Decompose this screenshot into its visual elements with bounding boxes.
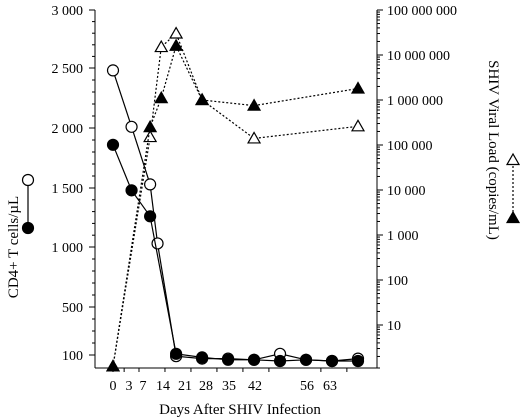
data-point-filled-circle <box>299 353 313 366</box>
data-point-filled-triangle <box>195 92 210 106</box>
y-left-axis-label: CD4+ T cells/µL <box>6 196 22 298</box>
data-point-filled-circle <box>273 354 287 368</box>
legend-filled-circle <box>21 221 35 235</box>
y-left-tick-label: 100 <box>62 349 83 364</box>
data-point-filled-circle <box>195 351 209 364</box>
y-left-tick-label: 2 000 <box>52 122 84 137</box>
y-right-axis-label: SHIV Viral Load (copies/mL) <box>485 60 501 240</box>
x-tick-label: 28 <box>199 379 213 394</box>
y-right-tick-label: 100 <box>387 274 408 289</box>
series-line-filled-triangle <box>112 44 359 367</box>
data-point-filled-circle <box>106 138 120 151</box>
x-tick-label: 14 <box>156 379 170 394</box>
series-filled-triangle <box>105 38 366 372</box>
legend-open-circle <box>21 173 35 187</box>
x-tick-label: 56 <box>300 379 314 394</box>
data-point-filled-triangle <box>105 359 121 372</box>
data-point-filled-circle <box>351 354 365 368</box>
data-point-open-triangle <box>154 39 169 53</box>
x-tick-label: 42 <box>248 379 262 394</box>
y-right-tick-label: 1 000 <box>387 229 419 244</box>
x-tick-label: 7 <box>140 379 147 394</box>
y-right-tick-label: 1 000 000 <box>387 94 443 109</box>
legend-open-triangle <box>505 152 520 166</box>
data-point-filled-circle <box>125 184 138 197</box>
x-tick-label: 3 <box>126 379 133 394</box>
x-tick-label: 0 <box>110 379 117 394</box>
series-open-triangle <box>105 26 366 372</box>
data-point-filled-triangle <box>154 90 169 104</box>
y-right-tick-label: 10 000 <box>387 184 426 199</box>
x-tick-label: 63 <box>323 379 337 394</box>
data-point-open-triangle <box>169 26 184 39</box>
legend-cd4 <box>21 173 35 235</box>
data-point-open-triangle <box>143 129 158 143</box>
data-point-filled-circle <box>221 353 235 366</box>
series-filled-circle <box>106 138 365 368</box>
data-point-filled-circle <box>247 353 261 366</box>
y-left-tick-label: 1 000 <box>52 241 84 256</box>
data-point-filled-circle <box>325 354 339 368</box>
series-layer <box>105 26 366 372</box>
x-axis-label: Days After SHIV Infection <box>159 402 321 418</box>
y-left-tick-label: 1 500 <box>52 182 84 197</box>
y-right-tick-label: 100 000 000 <box>387 4 457 19</box>
series-line-filled-circle <box>112 144 358 362</box>
legend-viral-load <box>505 152 520 224</box>
legend-filled-triangle <box>505 210 520 224</box>
y-right-tick-label: 10 000 000 <box>387 49 450 64</box>
data-point-open-circle <box>151 237 164 250</box>
x-tick-label: 35 <box>222 379 236 394</box>
data-point-open-circle <box>144 178 157 191</box>
data-point-filled-triangle <box>169 38 184 51</box>
data-point-filled-circle <box>144 210 157 223</box>
y-left-tick-label: 500 <box>62 301 83 316</box>
y-left-tick-label: 2 500 <box>52 62 84 77</box>
y-right-tick-label: 10 <box>387 319 401 334</box>
data-point-open-triangle <box>247 131 262 144</box>
data-point-filled-triangle <box>143 119 158 133</box>
data-point-open-circle <box>106 64 120 77</box>
y-right-tick-label: 100 000 <box>387 139 433 154</box>
data-point-filled-triangle <box>247 98 262 111</box>
y-left-tick-label: 3 000 <box>52 4 84 19</box>
series-line-open-triangle <box>112 32 359 367</box>
data-point-open-triangle <box>350 119 366 132</box>
axes: 100 500 1 000 1 500 2 000 2 500 3 000 10 100 1 00… <box>52 4 458 394</box>
data-point-open-circle <box>125 120 138 133</box>
x-tick-label: 21 <box>178 379 192 394</box>
data-point-filled-triangle <box>350 81 366 94</box>
data-point-filled-circle <box>170 347 183 360</box>
